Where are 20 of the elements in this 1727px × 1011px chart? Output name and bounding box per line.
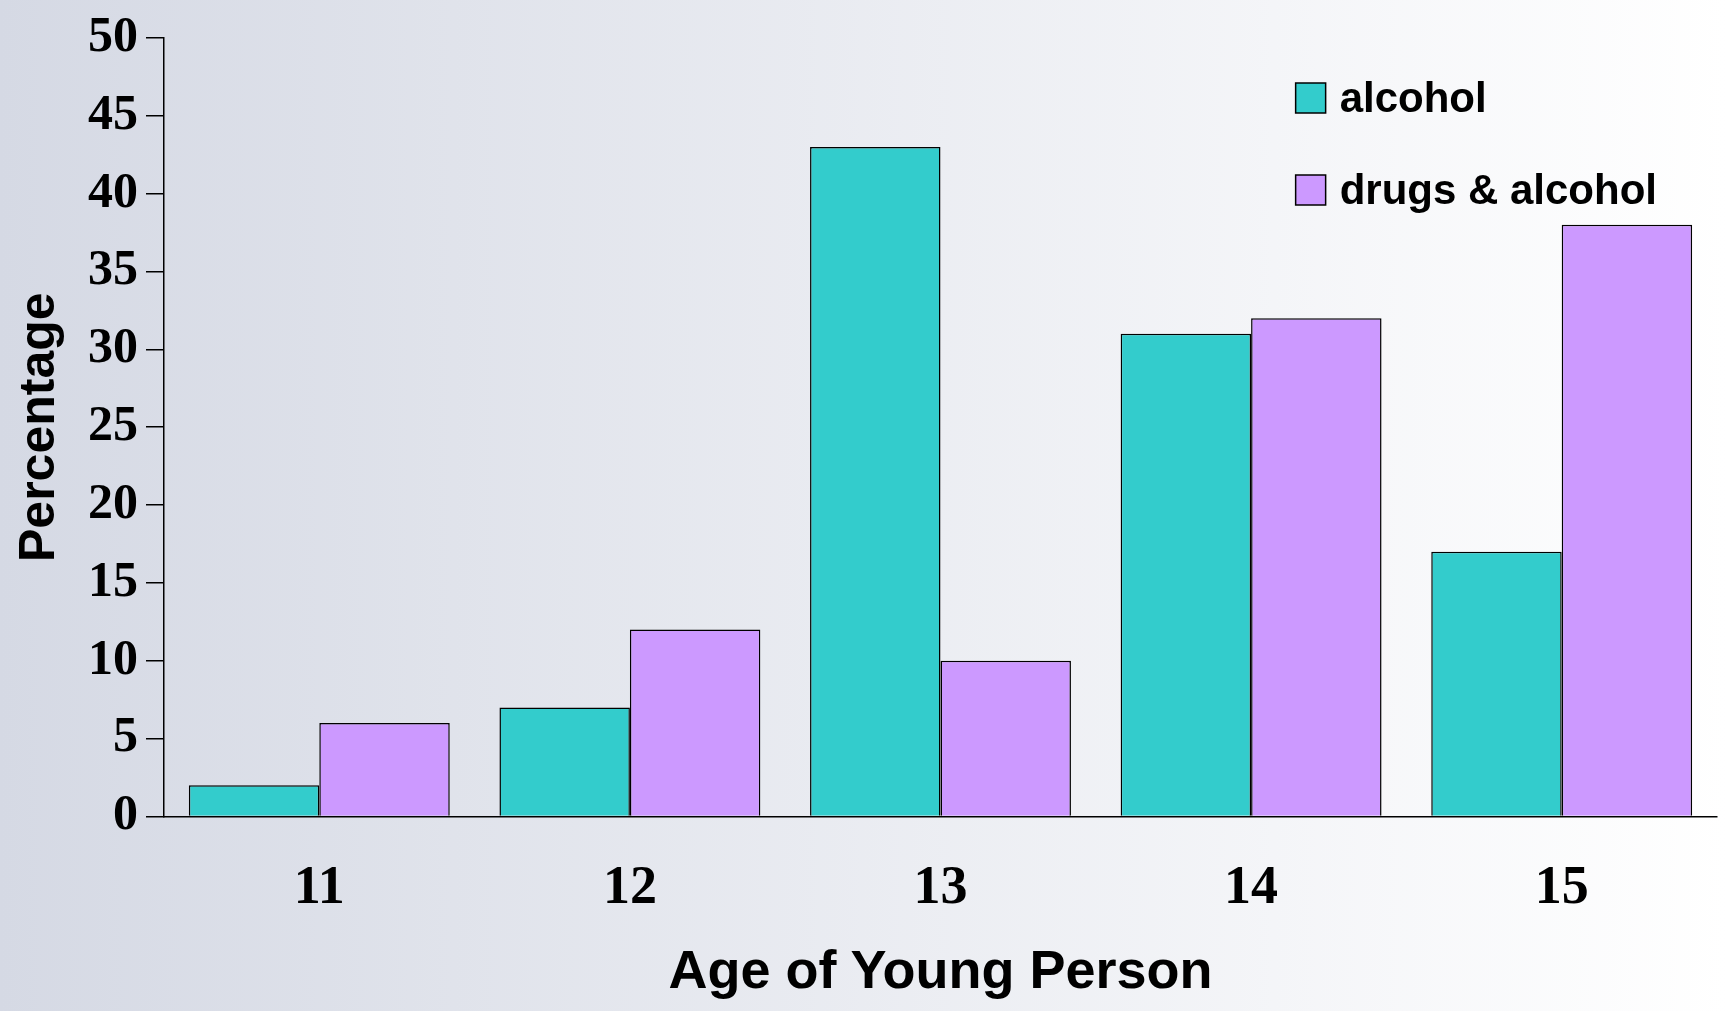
x-tick-label: 15 <box>1534 854 1589 915</box>
y-tick-label: 35 <box>88 239 138 296</box>
x-tick-label: 13 <box>913 854 968 915</box>
x-tick-label: 14 <box>1224 854 1279 915</box>
y-tick-label: 0 <box>113 784 138 841</box>
x-axis-title: Age of Young Person <box>668 939 1213 1000</box>
x-tick-label: 12 <box>602 854 657 915</box>
y-tick-label: 10 <box>88 628 138 685</box>
y-tick-label: 50 <box>88 5 138 62</box>
y-tick-label: 5 <box>113 706 138 763</box>
y-tick-label: 20 <box>88 472 138 529</box>
y-axis-title: Percentage <box>8 292 65 562</box>
x-tick-label: 11 <box>293 854 345 915</box>
y-tick-label: 15 <box>88 550 138 607</box>
y-tick-label: 40 <box>88 161 138 218</box>
y-tick-label: 25 <box>88 395 138 452</box>
legend-label: drugs & alcohol <box>1339 165 1657 213</box>
y-tick-label: 45 <box>88 83 138 140</box>
y-tick-label: 30 <box>88 317 138 374</box>
legend-label: alcohol <box>1339 73 1487 121</box>
